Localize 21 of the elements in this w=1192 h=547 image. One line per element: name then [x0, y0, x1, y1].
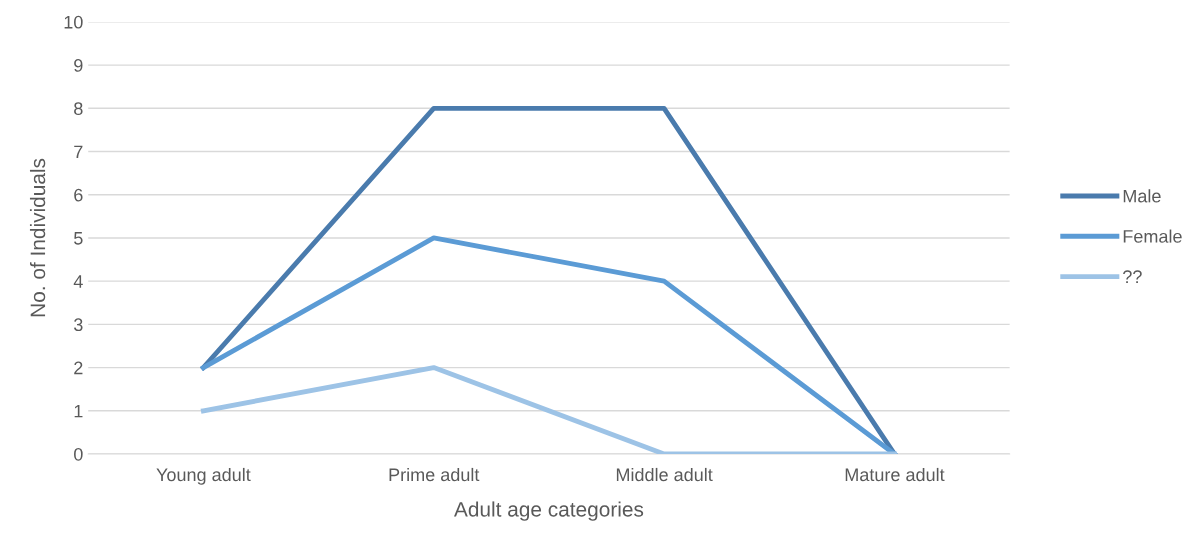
legend-label: Male	[1123, 189, 1161, 203]
legend-label: ??	[1123, 270, 1142, 283]
y-tick-label: 9	[74, 59, 83, 72]
x-tick-label: Mature adult	[845, 467, 945, 482]
x-tick-label: Prime adult	[389, 467, 480, 482]
y-tick-label: 5	[74, 232, 83, 245]
y-tick-label: 10	[64, 15, 83, 29]
y-tick-label: 0	[74, 447, 83, 461]
y-tick-label: 8	[74, 102, 83, 116]
y-tick-label: 7	[74, 145, 83, 159]
x-axis-title: Adult age categories	[453, 501, 644, 521]
x-tick-label: Young adult	[156, 467, 251, 485]
x-tick-label: Middle adult	[616, 467, 713, 482]
y-tick-label: 4	[73, 275, 83, 288]
y-tick-label: 1	[74, 404, 83, 418]
y-axis-title: No. of Individuals	[29, 158, 46, 317]
y-tick-label: 6	[74, 188, 83, 202]
line-series	[200, 235, 897, 455]
y-tick-label: 3	[73, 318, 83, 332]
legend-label: Female	[1123, 229, 1182, 243]
y-tick-label: 2	[74, 361, 83, 375]
